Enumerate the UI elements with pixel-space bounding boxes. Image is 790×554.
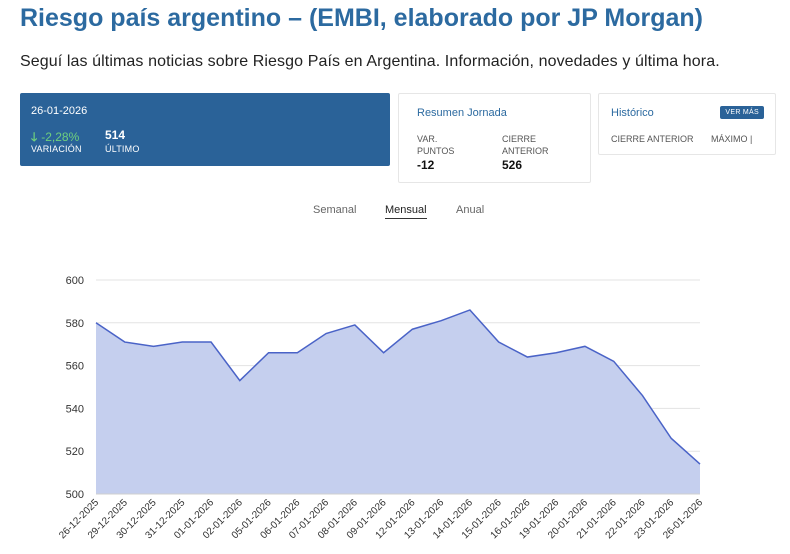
data-point <box>180 340 184 344</box>
data-point <box>612 359 616 363</box>
riesgo-pais-chart: 50052054056058060026-12-202529-12-202530… <box>57 275 705 541</box>
data-point <box>439 319 443 323</box>
last-value: 514 <box>105 128 126 142</box>
resumen-title: Resumen Jornada <box>417 107 507 119</box>
data-point <box>698 462 702 466</box>
last-label: ÚLTIMO <box>105 144 140 154</box>
data-point <box>94 321 98 325</box>
historico-maximo-label: MÁXIMO | <box>711 134 753 144</box>
variation-text: -2,28% <box>41 130 80 144</box>
cierre-anterior-label: CIERRE ANTERIOR <box>502 133 549 157</box>
var-puntos-label: VAR. PUNTOS <box>417 133 454 157</box>
resumen-jornada-card: Resumen Jornada VAR. PUNTOS -12 CIERRE A… <box>398 93 591 183</box>
y-tick-label: 600 <box>66 275 84 287</box>
data-point <box>209 340 213 344</box>
data-point <box>583 344 587 348</box>
y-tick-label: 540 <box>66 403 84 415</box>
data-point <box>525 355 529 359</box>
series-area <box>96 309 700 494</box>
data-point <box>238 379 242 383</box>
summary-card: 26-01-2026 🡓 -2,28% VARIACIÓN 514 ÚLTIMO <box>20 93 390 166</box>
tab-semanal[interactable]: Semanal <box>313 204 357 216</box>
y-tick-label: 580 <box>66 318 84 330</box>
data-point <box>497 340 501 344</box>
data-point <box>152 344 156 348</box>
cierre-anterior-value: 526 <box>502 158 523 172</box>
close-label-line1: CIERRE <box>502 134 537 144</box>
page-subtitle: Seguí las últimas noticias sobre Riesgo … <box>20 53 720 70</box>
historico-title: Histórico <box>611 107 654 119</box>
ver-mas-button[interactable]: VER MÁS <box>720 106 764 119</box>
close-label-line2: ANTERIOR <box>502 146 549 156</box>
var-label-line1: VAR. <box>417 134 438 144</box>
variation-label: VARIACIÓN <box>31 144 82 154</box>
data-point <box>295 351 299 355</box>
y-tick-label: 520 <box>66 446 84 458</box>
data-point <box>410 327 414 331</box>
arrow-down-icon: 🡓 <box>31 130 38 144</box>
data-point <box>669 436 673 440</box>
summary-date: 26-01-2026 <box>31 105 88 117</box>
series-line <box>95 309 701 465</box>
y-tick-label: 560 <box>66 361 84 373</box>
data-point <box>640 394 644 398</box>
var-label-line2: PUNTOS <box>417 146 455 156</box>
data-point <box>468 308 472 312</box>
tab-mensual[interactable]: Mensual <box>385 204 427 219</box>
historico-cierre-label: CIERRE ANTERIOR <box>611 134 694 144</box>
data-point <box>554 351 558 355</box>
y-tick-label: 500 <box>66 489 84 501</box>
data-point <box>382 351 386 355</box>
data-point <box>267 351 271 355</box>
tab-anual[interactable]: Anual <box>456 204 485 216</box>
data-point <box>123 340 127 344</box>
data-point <box>353 323 357 327</box>
page-title: Riesgo país argentino – (EMBI, elaborado… <box>20 4 703 32</box>
variation-value: 🡓 -2,28% <box>31 128 79 149</box>
historico-card: Histórico VER MÁS CIERRE ANTERIOR MÁXIMO… <box>598 93 776 155</box>
var-puntos-value: -12 <box>417 158 435 172</box>
data-point <box>324 332 328 336</box>
